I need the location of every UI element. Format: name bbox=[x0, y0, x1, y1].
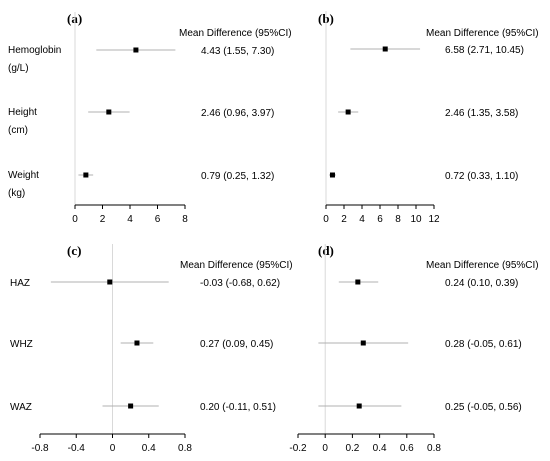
row-label: Weight bbox=[8, 170, 39, 181]
row-label: (kg) bbox=[8, 188, 25, 199]
x-tick-label: 2 bbox=[100, 214, 106, 225]
forest-panel-1: (a)Mean Difference (95%CI)0 2 4 6 8Hemoglobi… bbox=[8, 11, 292, 225]
row-label: HAZ bbox=[10, 278, 30, 289]
x-tick-label: 6 bbox=[155, 214, 161, 225]
x-tick-label: 4 bbox=[359, 214, 365, 225]
mean-difference-ci-text: 0.24 (0.10, 0.39) bbox=[445, 278, 518, 289]
mean-difference-ci-text: 4.43 (1.55, 7.30) bbox=[201, 46, 274, 57]
mean-difference-ci-text: 0.28 (-0.05, 0.61) bbox=[445, 339, 522, 350]
x-tick-label: 0 bbox=[322, 443, 328, 454]
x-tick-label: 0.4 bbox=[373, 443, 387, 454]
x-tick-label: -0.4 bbox=[68, 443, 86, 454]
point-estimate-marker bbox=[133, 47, 139, 53]
row-label: (g/L) bbox=[8, 63, 29, 74]
mean-difference-ci-text: 2.46 (1.35, 3.58) bbox=[445, 108, 518, 119]
point-estimate-marker bbox=[83, 172, 89, 178]
point-estimate-marker bbox=[356, 403, 362, 409]
x-tick-label: -0.8 bbox=[31, 443, 49, 454]
row-label: WHZ bbox=[10, 339, 33, 350]
row-label: WAZ bbox=[10, 402, 32, 413]
mean-difference-header: Mean Difference (95%CI) bbox=[426, 260, 539, 271]
x-tick-label: 0 bbox=[72, 214, 78, 225]
x-tick-label: 0.4 bbox=[142, 443, 156, 454]
mean-difference-header: Mean Difference (95%CI) bbox=[180, 260, 293, 271]
mean-difference-ci-text: 0.27 (0.09, 0.45) bbox=[200, 339, 273, 350]
mean-difference-ci-text: 0.72 (0.33, 1.10) bbox=[445, 171, 518, 182]
point-estimate-marker bbox=[107, 279, 113, 285]
x-tick-label: 0.6 bbox=[400, 443, 414, 454]
mean-difference-ci-text: 6.58 (2.71, 10.45) bbox=[445, 45, 524, 56]
row-label: (cm) bbox=[8, 125, 28, 136]
mean-difference-ci-text: 0.25 (-0.05, 0.56) bbox=[445, 402, 522, 413]
row-label: Hemoglobin bbox=[8, 45, 61, 56]
mean-difference-header: Mean Difference (95%CI) bbox=[179, 28, 292, 39]
x-tick-label: 0.8 bbox=[427, 443, 441, 454]
mean-difference-ci-text: 0.20 (-0.11, 0.51) bbox=[200, 402, 276, 413]
x-tick-label: 12 bbox=[428, 214, 440, 225]
point-estimate-marker bbox=[329, 172, 335, 178]
point-estimate-marker bbox=[345, 109, 351, 115]
row-label: Height bbox=[8, 107, 37, 118]
x-tick-label: 0.2 bbox=[345, 443, 359, 454]
x-tick-label: -0.2 bbox=[289, 443, 307, 454]
point-estimate-marker bbox=[382, 46, 388, 52]
x-tick-label: 2 bbox=[341, 214, 347, 225]
x-tick-label: 4 bbox=[127, 214, 133, 225]
point-estimate-marker bbox=[106, 109, 112, 115]
point-estimate-marker bbox=[360, 340, 366, 346]
mean-difference-header: Mean Difference (95%CI) bbox=[426, 28, 539, 39]
point-estimate-marker bbox=[355, 279, 361, 285]
forest-panel-3: (c) Mean Difference (95%CI) -0.8 -0.4 0 0.4 0.… bbox=[10, 243, 293, 454]
x-tick-label: 8 bbox=[182, 214, 188, 225]
x-tick-label: 8 bbox=[395, 214, 401, 225]
panel-label: (d) bbox=[318, 243, 334, 258]
x-tick-label: 6 bbox=[377, 214, 383, 225]
mean-difference-ci-text: 0.79 (0.25, 1.32) bbox=[201, 171, 274, 182]
forest-panel-2: (b)Mean Difference (95%CI)0 2 4 6 8 10 126.58 … bbox=[318, 11, 539, 225]
x-tick-label: 10 bbox=[410, 214, 422, 225]
point-estimate-marker bbox=[128, 403, 134, 409]
x-tick-label: 0 bbox=[323, 214, 329, 225]
point-estimate-marker bbox=[134, 340, 140, 346]
panel-label: (c) bbox=[67, 243, 81, 258]
mean-difference-ci-text: -0.03 (-0.68, 0.62) bbox=[200, 278, 280, 289]
x-tick-label: 0.8 bbox=[178, 443, 192, 454]
x-tick-label: 0 bbox=[110, 443, 116, 454]
forest-panel-4: (d) Mean Difference (95%CI) -0.2 0 0.2 0.4 0.6… bbox=[289, 243, 538, 454]
mean-difference-ci-text: 2.46 (0.96, 3.97) bbox=[201, 108, 274, 119]
